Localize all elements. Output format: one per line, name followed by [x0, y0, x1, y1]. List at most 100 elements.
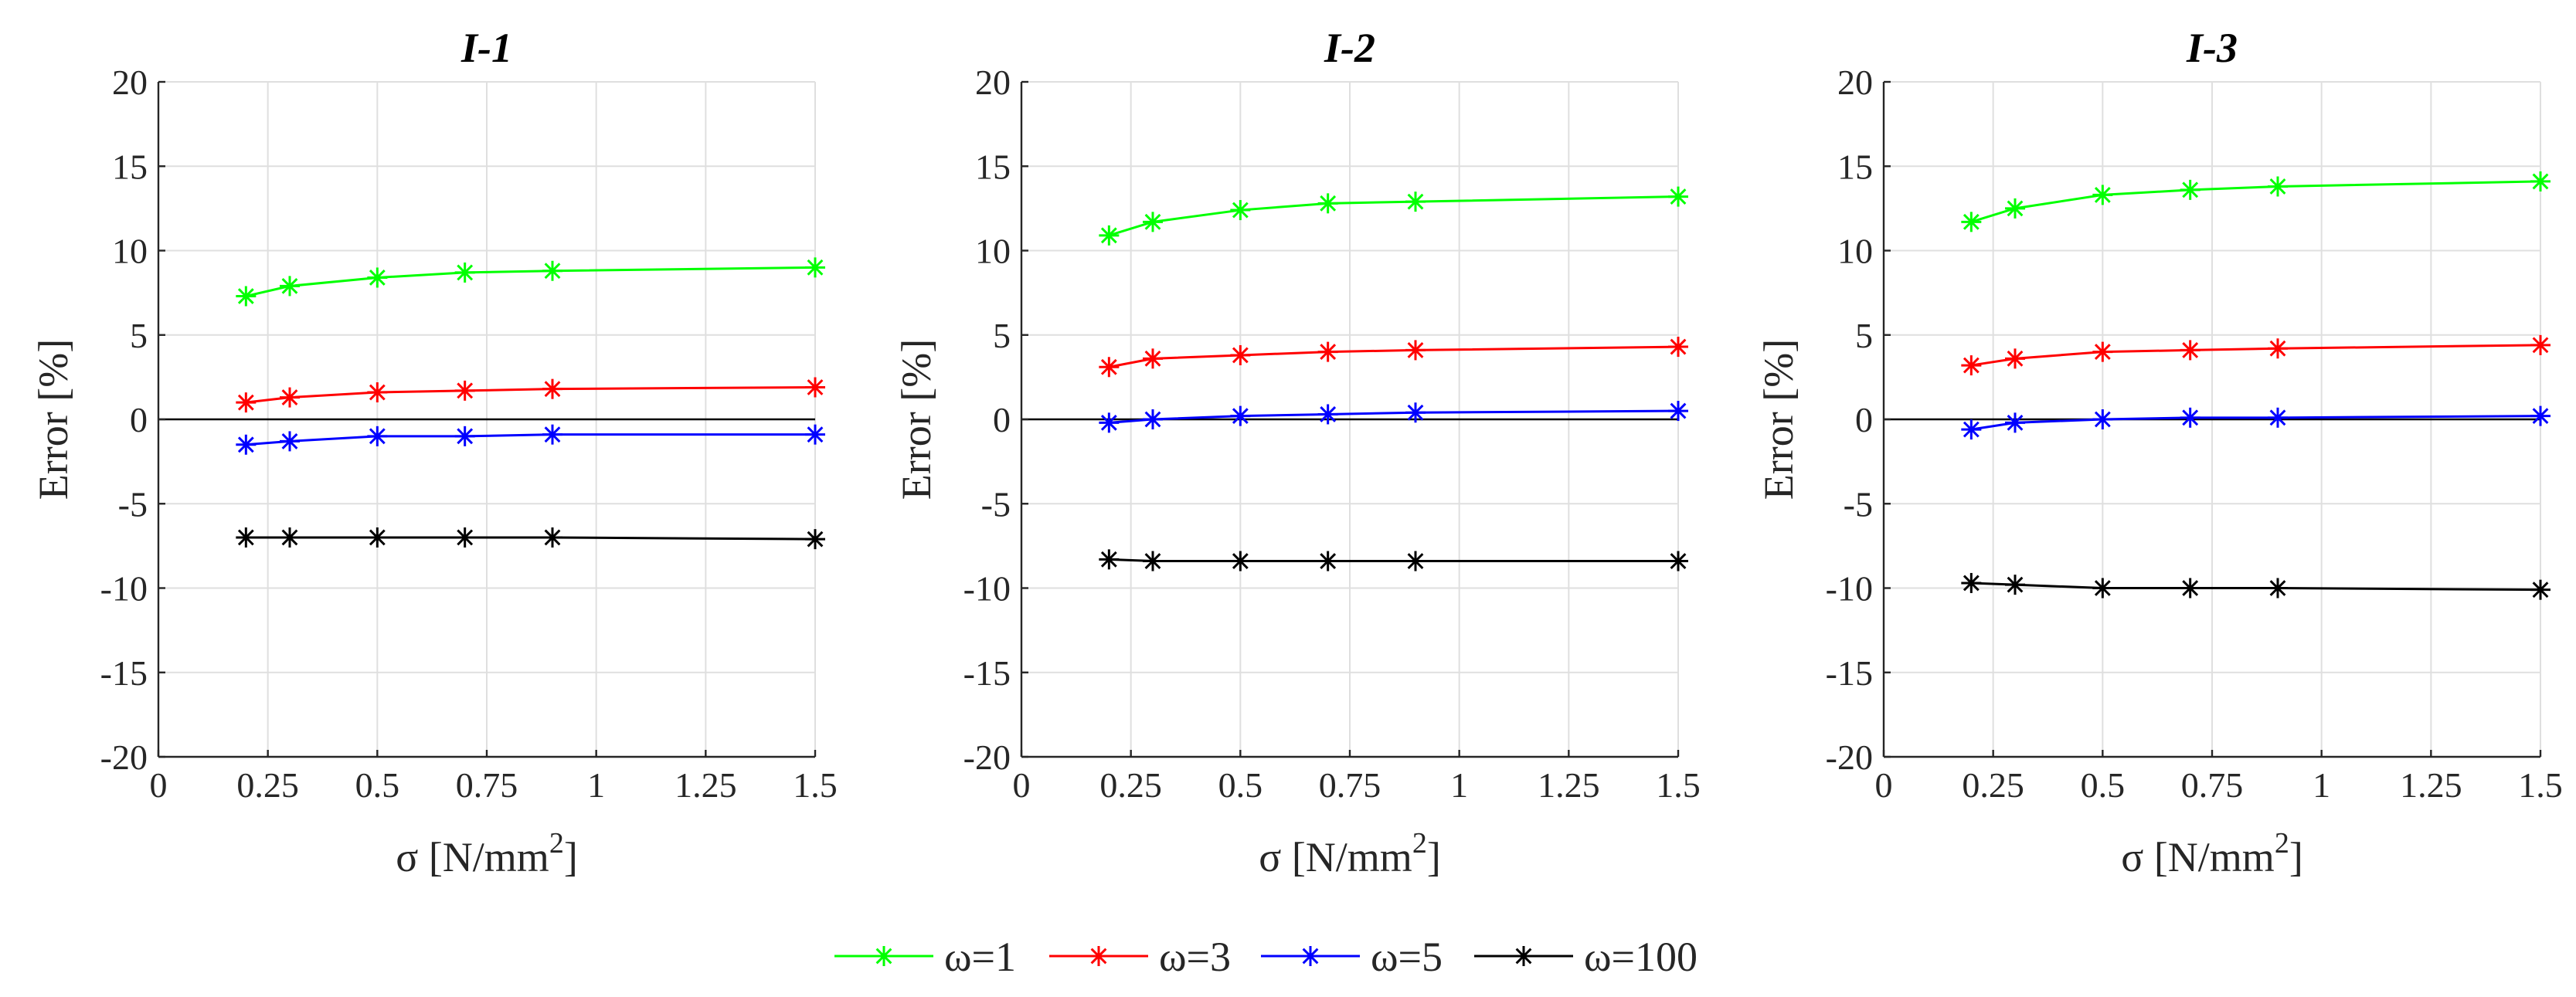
- data-point: [2530, 171, 2551, 192]
- y-tick-label: 20: [112, 63, 148, 102]
- y-tick-label: -15: [100, 653, 148, 693]
- data-point: [2005, 412, 2025, 433]
- data-point: [2005, 575, 2025, 595]
- x-tick-label: 0.25: [236, 765, 299, 805]
- x-tick-label: 0.25: [1099, 765, 1162, 805]
- data-point: [454, 527, 475, 548]
- series-line: [1108, 195, 1679, 237]
- x-tick-label: 1: [587, 765, 605, 805]
- y-tick-label: 20: [1837, 63, 1873, 102]
- x-tick-label: 0.75: [1319, 765, 1381, 805]
- x-tick-label: 0.5: [1218, 765, 1263, 805]
- data-point: [542, 378, 562, 399]
- data-point: [2530, 334, 2551, 355]
- legend-entry: ω=5: [1261, 934, 1443, 980]
- data-point: [236, 392, 257, 413]
- legend-label: ω=3: [1159, 934, 1231, 980]
- data-point: [1099, 549, 1120, 570]
- data-point: [280, 276, 300, 297]
- legend: ω=1 ω=3 ω=5 ω=100: [834, 934, 1698, 980]
- data-point: [2092, 185, 2113, 205]
- data-point: [280, 387, 300, 408]
- series-ω=3: [236, 377, 825, 413]
- data-point: [236, 527, 257, 548]
- y-tick-label: 5: [130, 316, 148, 355]
- data-point: [1668, 186, 1688, 207]
- series-line: [1109, 558, 1678, 563]
- data-point: [1317, 404, 1338, 425]
- data-point: [2005, 198, 2025, 219]
- y-tick-label: 15: [112, 147, 148, 186]
- legend-marker: [1300, 946, 1320, 966]
- x-tick-label: 0.75: [456, 765, 518, 805]
- legend-entry: ω=100: [1474, 934, 1698, 980]
- series-line: [246, 536, 816, 541]
- data-point: [367, 527, 388, 548]
- series-line: [1971, 415, 2541, 431]
- x-tick-label: 1.5: [793, 765, 838, 805]
- data-point: [542, 260, 562, 281]
- series-ω=100: [236, 527, 825, 550]
- data-point: [280, 527, 300, 548]
- data-point: [1143, 348, 1163, 369]
- x-tick-label: 1.5: [2518, 765, 2563, 805]
- y-tick-label: -10: [963, 569, 1011, 609]
- series-ω=100: [1099, 549, 1688, 571]
- data-point: [367, 426, 388, 446]
- data-point: [1668, 337, 1688, 358]
- data-point: [1230, 200, 1251, 221]
- data-point: [2180, 407, 2200, 428]
- y-tick-label: -5: [1844, 484, 1873, 524]
- x-tick-label: 1: [1450, 765, 1468, 805]
- data-point: [1961, 212, 1982, 232]
- data-point: [454, 426, 475, 446]
- y-tick-label: 5: [1855, 316, 1873, 355]
- data-point: [1961, 419, 1982, 440]
- series-ω=5: [1099, 401, 1688, 433]
- data-point: [1099, 412, 1120, 433]
- data-point: [454, 262, 475, 283]
- data-point: [2005, 348, 2025, 369]
- y-tick-label: -10: [1826, 569, 1873, 609]
- series-ω=3: [1099, 337, 1688, 378]
- series-line: [1109, 345, 1679, 368]
- data-point: [2268, 338, 2288, 359]
- data-point: [805, 257, 825, 278]
- data-point: [236, 434, 257, 455]
- data-point: [1405, 402, 1426, 423]
- series-line: [1109, 409, 1679, 424]
- data-point: [2268, 578, 2288, 599]
- legend-marker: [1514, 946, 1534, 966]
- data-point: [2530, 579, 2551, 600]
- chart-panel-I-1: 0 0.25 0.5 0.75 1 1.25 1.5 -20 -15 -10 -5 0 5 10 15 20 I…: [30, 25, 838, 880]
- y-tick-label: 15: [975, 147, 1011, 186]
- data-point: [1230, 344, 1251, 365]
- data-point: [1230, 551, 1251, 571]
- y-tick-label: -20: [100, 738, 148, 777]
- series-ω=3: [1961, 334, 2551, 376]
- legend-label: ω=100: [1584, 934, 1698, 980]
- legend-label: ω=1: [944, 934, 1016, 980]
- x-tick-label: 1.5: [1656, 765, 1701, 805]
- series-ω=1: [236, 257, 825, 307]
- y-tick-label: -15: [1826, 653, 1873, 693]
- data-point: [542, 424, 562, 445]
- chart-title: I-3: [2186, 25, 2238, 71]
- data-point: [1317, 341, 1338, 362]
- series-ω=1: [1099, 186, 1688, 246]
- chart-panel-I-3: 0 0.25 0.5 0.75 1 1.25 1.5 -20 -15 -10 -5 0 5 10 15 20 I…: [1755, 25, 2563, 880]
- data-point: [2268, 407, 2288, 428]
- series-line: [1970, 180, 2541, 223]
- y-tick-label: -10: [100, 569, 148, 609]
- data-point: [805, 377, 825, 398]
- y-tick-label: -5: [981, 484, 1011, 524]
- x-tick-label: 0.5: [2081, 765, 2126, 805]
- data-point: [1405, 340, 1426, 361]
- data-point: [805, 424, 825, 445]
- data-point: [2180, 179, 2200, 200]
- chart-panel-I-2: 0 0.25 0.5 0.75 1 1.25 1.5 -20 -15 -10 -5 0 5 10 15 20 I…: [893, 25, 1701, 880]
- data-point: [2530, 405, 2551, 426]
- legend-label: ω=5: [1371, 934, 1443, 980]
- x-tick-label: 0: [150, 765, 168, 805]
